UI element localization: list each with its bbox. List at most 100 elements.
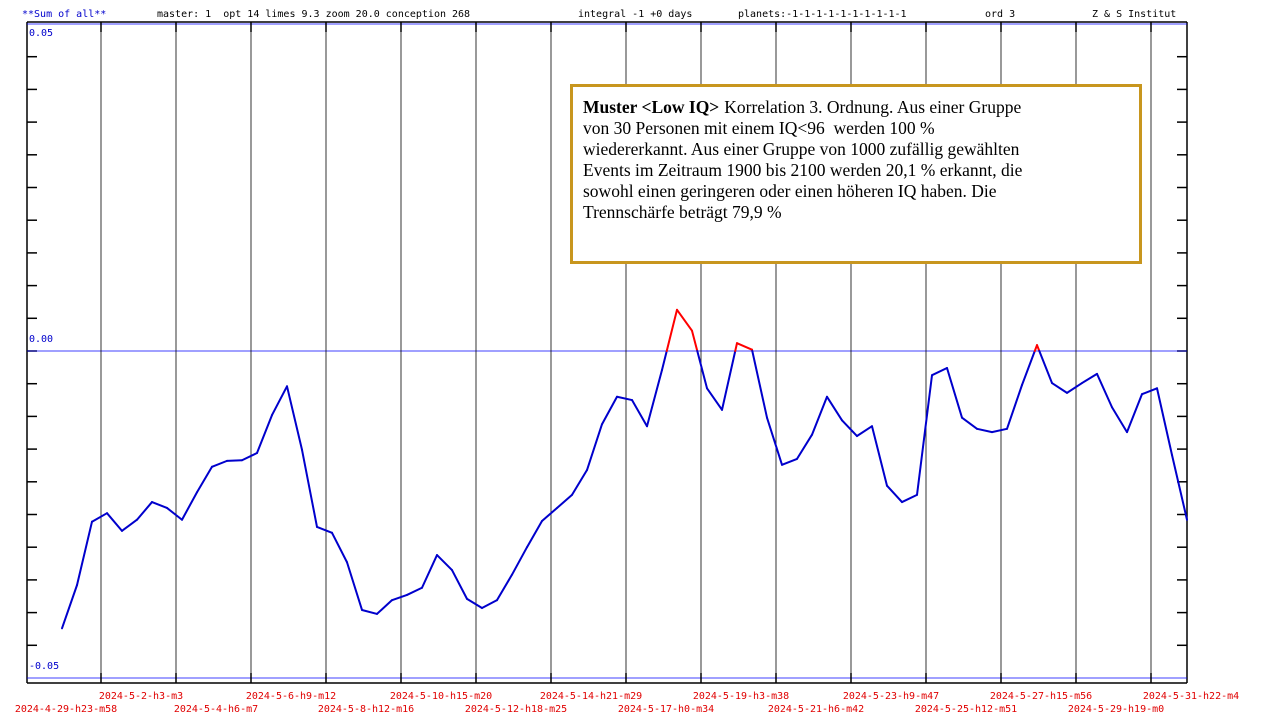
line-segment: [1111, 406, 1128, 434]
annotation-line: Muster <Low IQ> Korrelation 3. Ordnung. A…: [583, 97, 1131, 118]
line-segment: [166, 506, 183, 521]
x-tick-label: 2024-5-25-h12-m51: [915, 704, 1017, 715]
line-segment: [241, 452, 258, 462]
x-tick-label: 2024-5-12-h18-m25: [465, 704, 567, 715]
line-segment: [316, 525, 333, 534]
annotation-line: von 30 Personen mit einem IQ<96 werden 1…: [583, 118, 935, 138]
line-segment: [706, 387, 723, 411]
line-segment: [511, 546, 528, 576]
line-segment: [631, 399, 648, 428]
line-segment: [271, 385, 288, 417]
annotation-line: sowohl einen geringeren oder einen höher…: [583, 181, 997, 201]
line-segment: [931, 367, 948, 377]
line-segment: [665, 308, 678, 352]
x-tick-label: 2024-5-19-h3-m38: [693, 691, 789, 702]
annotation-box: Muster <Low IQ> Korrelation 3. Ordnung. A…: [570, 84, 1142, 264]
line-segment: [286, 385, 303, 451]
line-segment: [1036, 344, 1041, 352]
line-segment: [256, 414, 273, 455]
header-text: planets:-1-1-1-1-1-1-1-1-1-1: [738, 9, 907, 20]
line-segment: [556, 493, 573, 509]
line-segment: [871, 425, 888, 487]
line-segment: [1066, 382, 1083, 394]
annotation-line: wiedererkannt. Aus einer Gruppe von 1000…: [583, 139, 1020, 159]
x-tick-label: 2024-5-8-h12-m16: [318, 704, 414, 715]
line-segment: [886, 484, 903, 504]
line-segment: [616, 395, 633, 402]
line-segment: [346, 561, 363, 611]
line-segment: [76, 520, 93, 587]
line-segment: [1096, 372, 1113, 409]
x-tick-label: 2024-5-14-h21-m29: [540, 691, 642, 702]
line-segment: [841, 419, 858, 438]
line-segment: [961, 416, 978, 430]
line-segment: [181, 491, 198, 521]
line-segment: [541, 506, 558, 523]
line-segment: [526, 520, 543, 549]
x-tick-label: 2024-5-6-h9-m12: [246, 691, 336, 702]
line-segment: [406, 586, 423, 596]
header-text: Z & S Institut: [1092, 9, 1176, 20]
x-tick-label: 2024-5-2-h3-m3: [99, 691, 183, 702]
line-segment: [991, 427, 1008, 434]
line-segment: [571, 469, 588, 496]
line-segment: [106, 512, 123, 532]
line-segment: [901, 493, 918, 504]
line-segment: [1126, 393, 1143, 434]
line-segment: [211, 459, 228, 468]
line-segment: [826, 395, 843, 422]
line-segment: [151, 501, 168, 509]
line-segment: [421, 554, 438, 589]
line-segment: [811, 395, 828, 436]
line-segment: [391, 593, 408, 602]
header-text: master: 1 opt 14 limes 9.3 zoom 20.0 con…: [157, 9, 470, 20]
line-segment: [376, 599, 393, 615]
line-segment: [751, 350, 768, 419]
x-tick-label: 2024-5-27-h15-m56: [990, 691, 1092, 702]
annotation-line: Trennschärfe beträgt 79,9 %: [583, 202, 782, 222]
line-segment: [946, 367, 963, 419]
header-text: integral -1 +0 days: [578, 9, 692, 20]
line-segment: [301, 448, 318, 528]
line-segment: [496, 573, 513, 602]
y-tick-label: -0.05: [29, 661, 59, 672]
line-segment: [1038, 350, 1053, 385]
line-segment: [196, 465, 213, 494]
line-segment: [1141, 387, 1158, 396]
line-segment: [451, 569, 468, 600]
y-tick-label: 0.00: [29, 334, 53, 345]
line-segment: [331, 531, 348, 564]
line-segment: [481, 599, 498, 610]
line-segment: [361, 608, 378, 615]
annotation-line: Events im Zeitraum 1900 bis 2100 werden …: [583, 160, 1023, 180]
line-segment: [601, 395, 618, 426]
x-tick-label: 2024-5-17-h0-m34: [618, 704, 714, 715]
x-tick-label: 2024-5-4-h6-m7: [174, 704, 258, 715]
line-segment: [796, 433, 813, 460]
line-segment: [91, 512, 108, 523]
line-segment: [916, 374, 933, 496]
y-tick-label: 0.05: [29, 28, 53, 39]
line-segment: [121, 518, 138, 532]
line-segment: [646, 368, 663, 428]
line-segment: [1081, 372, 1098, 385]
line-segment: [691, 329, 699, 352]
line-segment: [976, 427, 993, 434]
line-segment: [1021, 350, 1036, 387]
x-tick-label: 2024-5-10-h15-m20: [390, 691, 492, 702]
line-segment: [61, 584, 78, 630]
annotation-text: Korrelation 3. Ordnung. Aus einer Gruppe: [724, 97, 1022, 117]
line-segment: [721, 350, 737, 411]
line-segment: [1156, 387, 1173, 456]
line-segment: [736, 342, 753, 351]
x-tick-label: 2024-5-23-h9-m47: [843, 691, 939, 702]
x-tick-label: 2024-5-31-h22-m4: [1143, 691, 1239, 702]
line-segment: [466, 597, 483, 610]
line-segment: [1051, 382, 1068, 394]
header-text: **Sum of all**: [22, 9, 106, 20]
line-segment: [436, 554, 453, 572]
line-segment: [661, 350, 668, 371]
line-segment: [696, 350, 708, 390]
